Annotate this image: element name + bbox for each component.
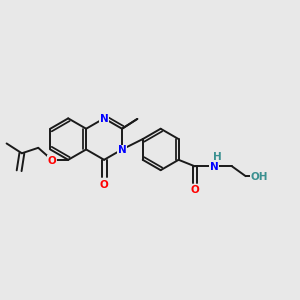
Text: O: O (190, 185, 199, 195)
Text: H: H (213, 152, 222, 161)
Text: N: N (210, 162, 218, 172)
Text: O: O (100, 180, 109, 190)
Text: N: N (118, 146, 126, 155)
Text: OH: OH (250, 172, 268, 182)
Text: O: O (47, 156, 56, 166)
Text: N: N (100, 114, 109, 124)
